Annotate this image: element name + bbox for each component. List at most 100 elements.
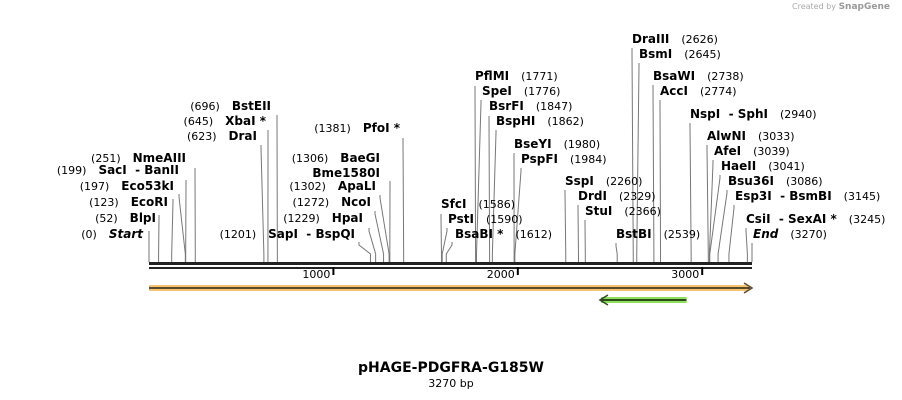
site-label-esp3i[interactable]: Esp3I - BsmBI (3145) xyxy=(735,188,880,204)
site-label-bsawi[interactable]: BsaWI (2738) xyxy=(653,68,744,84)
site-label-bsmi[interactable]: BsmI (2645) xyxy=(639,46,721,62)
site-position: (197) xyxy=(79,180,110,193)
site-label-ecori[interactable]: (123) EcoRI xyxy=(89,194,168,210)
feature-main-arrowhead xyxy=(743,282,754,294)
site-position: (2774) xyxy=(699,85,737,98)
site-label-xbai[interactable]: (645) XbaI * xyxy=(184,113,266,129)
site-label-eco53ki[interactable]: (197) Eco53kI xyxy=(80,178,174,194)
site-label-end[interactable]: End (3270) xyxy=(753,226,827,242)
site-position: (2940) xyxy=(780,108,817,121)
site-name: Start xyxy=(108,227,143,241)
site-name: SfcI xyxy=(441,197,467,211)
site-position: (1586) xyxy=(478,198,516,211)
site-label-sfci[interactable]: SfcI (1586) xyxy=(441,196,515,212)
site-name: DrdI xyxy=(578,189,607,203)
site-label-sapi[interactable]: (1201) SapI - BspQI xyxy=(220,226,355,242)
site-position: (2626) xyxy=(681,33,718,46)
site-name: AfeI xyxy=(714,144,742,158)
site-label-haeii[interactable]: HaeII (3041) xyxy=(721,158,805,174)
site-label-apali[interactable]: (1302) ApaLI xyxy=(289,178,376,194)
cut-site-line xyxy=(171,199,174,262)
site-label-csii[interactable]: CsiI - SexAI * (3245) xyxy=(746,211,885,227)
site-name: XbaI * xyxy=(225,114,266,128)
site-label-nspi[interactable]: NspI - SphI (2940) xyxy=(690,106,817,122)
site-label-ncoi[interactable]: (1272) NcoI xyxy=(293,194,371,210)
cut-site-line xyxy=(491,130,497,262)
site-label-bsabi[interactable]: BsaBI * (1612) xyxy=(455,226,552,242)
cut-site-line xyxy=(636,63,640,262)
site-position: (2539) xyxy=(663,228,701,241)
site-position: (3033) xyxy=(758,130,795,143)
site-label-pspfi[interactable]: PspFI (1984) xyxy=(521,151,607,167)
cut-site-line xyxy=(358,242,371,262)
site-label-bsu36i[interactable]: Bsu36I (3086) xyxy=(728,173,823,189)
site-position: (1980) xyxy=(563,138,601,151)
site-position: (1229) xyxy=(283,212,320,225)
cut-site-line xyxy=(709,175,721,262)
ruler-tick xyxy=(516,267,519,275)
site-label-afei[interactable]: AfeI (3039) xyxy=(714,143,790,159)
cut-site-line xyxy=(374,211,385,262)
site-name: SacI - BanII xyxy=(98,163,179,177)
site-name: SapI - BspQI xyxy=(268,227,355,241)
cut-site-line xyxy=(474,86,477,262)
site-name: BstBI xyxy=(616,227,652,241)
site-name: PspFI xyxy=(521,152,558,166)
site-position: (1306) xyxy=(291,152,329,165)
cut-site-line xyxy=(615,243,618,262)
site-label-blpi[interactable]: (52) BlpI xyxy=(95,210,156,226)
site-position: (1612) xyxy=(515,228,553,241)
site-name: PfoI * xyxy=(362,121,400,135)
site-position: (623) xyxy=(186,130,217,143)
ruler-tick-label: 3000 xyxy=(671,268,699,281)
site-position: (696) xyxy=(190,100,220,113)
plasmid-title: pHAGE-PDGFRA-G185W xyxy=(358,360,544,376)
cut-site-line xyxy=(728,205,735,262)
site-label-drdi[interactable]: DrdI (2329) xyxy=(578,188,656,204)
site-label-alwni[interactable]: AlwNI (3033) xyxy=(707,128,795,144)
ruler-tick-label: 1000 xyxy=(302,268,330,281)
site-label-bsrfi[interactable]: BsrFI (1847) xyxy=(489,98,572,114)
site-label-bme1580i[interactable]: Bme1580I xyxy=(300,165,380,181)
site-name: BsaWI xyxy=(653,69,696,83)
site-label-pflmi[interactable]: PflMI (1771) xyxy=(475,68,558,84)
site-label-bsphi[interactable]: BspHI (1862) xyxy=(496,113,584,129)
site-label-bsteii[interactable]: (696) BstEII xyxy=(190,98,271,114)
site-label-stui[interactable]: StuI (2366) xyxy=(585,203,661,219)
site-label-sspi[interactable]: SspI (2260) xyxy=(565,173,642,189)
site-label-draiii[interactable]: DraIII (2626) xyxy=(632,31,718,47)
site-position: (251) xyxy=(91,152,121,165)
site-position: (3041) xyxy=(768,160,805,173)
site-label-acci[interactable]: AccI (2774) xyxy=(660,83,737,99)
site-position: (199) xyxy=(56,164,87,177)
site-position: (1984) xyxy=(569,153,607,166)
site-label-hpai[interactable]: (1229) HpaI xyxy=(283,210,363,226)
site-name: HpaI xyxy=(331,211,363,225)
site-label-baegi[interactable]: (1306) BaeGI xyxy=(292,150,380,166)
site-label-pfoi[interactable]: (1381) PfoI * xyxy=(314,120,400,136)
cut-site-line xyxy=(488,116,491,262)
cut-site-line xyxy=(689,123,692,262)
site-label-bstbi[interactable]: BstBI (2539) xyxy=(616,226,700,242)
cut-site-line xyxy=(706,145,709,262)
site-position: (2738) xyxy=(707,70,744,83)
cut-site-line xyxy=(717,190,728,262)
site-name: SpeI xyxy=(482,84,512,98)
site-label-drai[interactable]: (623) DraI xyxy=(187,128,257,144)
site-label-start[interactable]: (0) Start xyxy=(81,226,143,242)
site-position: (1862) xyxy=(547,115,584,128)
site-name: BaeGI xyxy=(340,151,380,165)
site-name: BspHI xyxy=(496,114,536,128)
site-name: AccI xyxy=(660,84,688,98)
site-label-nmeaiii[interactable]: (251) NmeAIII xyxy=(91,150,186,166)
ruler-tick xyxy=(701,267,704,275)
site-label-psti[interactable]: PstI (1590) xyxy=(448,211,523,227)
site-label-saci[interactable]: (199) SacI - BanII xyxy=(57,162,179,178)
cut-site-line xyxy=(441,228,448,262)
site-name: BseYI xyxy=(514,137,552,151)
site-label-spei[interactable]: SpeI (1776) xyxy=(482,83,560,99)
site-label-bseyi[interactable]: BseYI (1980) xyxy=(514,136,600,152)
site-name: NcoI xyxy=(341,195,371,209)
